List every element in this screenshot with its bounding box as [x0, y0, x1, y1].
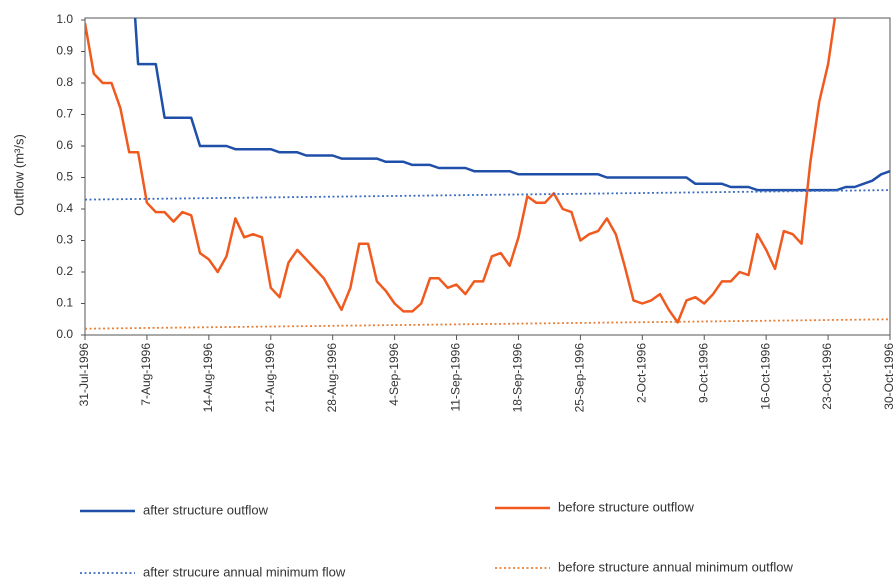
x-tick-label: 4-Sep-1996	[387, 343, 401, 406]
y-tick-label: 0.9	[56, 44, 73, 58]
x-tick-label: 14-Aug-1996	[201, 343, 215, 413]
y-tick-label: 0.7	[56, 107, 73, 121]
series-line	[85, 189, 890, 201]
x-tick-label: 25-Sep-1996	[573, 343, 587, 413]
x-tick-label: 7-Aug-1996	[139, 343, 153, 406]
series-line	[133, 18, 890, 192]
x-tick-label: 23-Oct-1996	[820, 343, 834, 410]
y-tick-label: 0.6	[56, 138, 73, 152]
x-tick-label: 21-Aug-1996	[263, 343, 277, 413]
x-tick-label: 30-Oct-1996	[882, 343, 896, 410]
x-tick-label: 16-Oct-1996	[758, 343, 772, 410]
legend-label: after structure outflow	[143, 502, 269, 517]
y-tick-label: 1.0	[56, 12, 73, 26]
y-tick-label: 0.5	[56, 170, 73, 184]
x-tick-label: 18-Sep-1996	[511, 343, 525, 413]
y-tick-label: 0.3	[56, 233, 73, 247]
x-tick-label: 31-Jul-1996	[77, 343, 91, 407]
y-tick-label: 0.0	[56, 327, 73, 341]
y-tick-label: 0.4	[56, 201, 73, 215]
y-axis-label: Outflow (m³/s)	[11, 134, 26, 216]
y-tick-label: 0.2	[56, 264, 73, 278]
plot-area	[85, 18, 890, 330]
plot-frame	[84, 17, 891, 336]
legend-label: before structure outflow	[558, 499, 694, 514]
x-tick-label: 2-Oct-1996	[634, 343, 648, 403]
x-tick-label: 9-Oct-1996	[696, 343, 710, 403]
x-tick-label: 28-Aug-1996	[325, 343, 339, 413]
x-tick-label: 11-Sep-1996	[449, 343, 463, 412]
y-tick-label: 0.1	[56, 296, 73, 310]
series-line	[85, 318, 890, 330]
legend-label: after strucure annual minimum flow	[143, 564, 346, 579]
series-line	[85, 18, 837, 324]
y-tick-label: 0.8	[56, 75, 73, 89]
legend-label: before structure annual minimum outflow	[558, 559, 793, 574]
